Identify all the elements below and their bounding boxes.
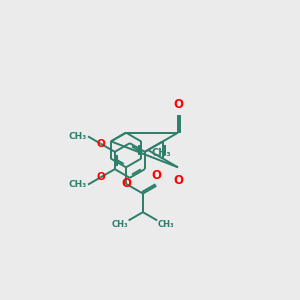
Text: CH₃: CH₃ bbox=[68, 180, 86, 189]
Text: CH₃: CH₃ bbox=[157, 220, 174, 230]
Text: CH₃: CH₃ bbox=[152, 148, 171, 158]
Text: O: O bbox=[152, 169, 161, 182]
Text: CH₃: CH₃ bbox=[112, 220, 129, 230]
Text: CH₃: CH₃ bbox=[68, 132, 86, 141]
Text: O: O bbox=[174, 98, 184, 111]
Text: O: O bbox=[173, 174, 183, 187]
Text: O: O bbox=[96, 172, 105, 182]
Text: O: O bbox=[121, 177, 131, 190]
Text: O: O bbox=[96, 139, 105, 148]
